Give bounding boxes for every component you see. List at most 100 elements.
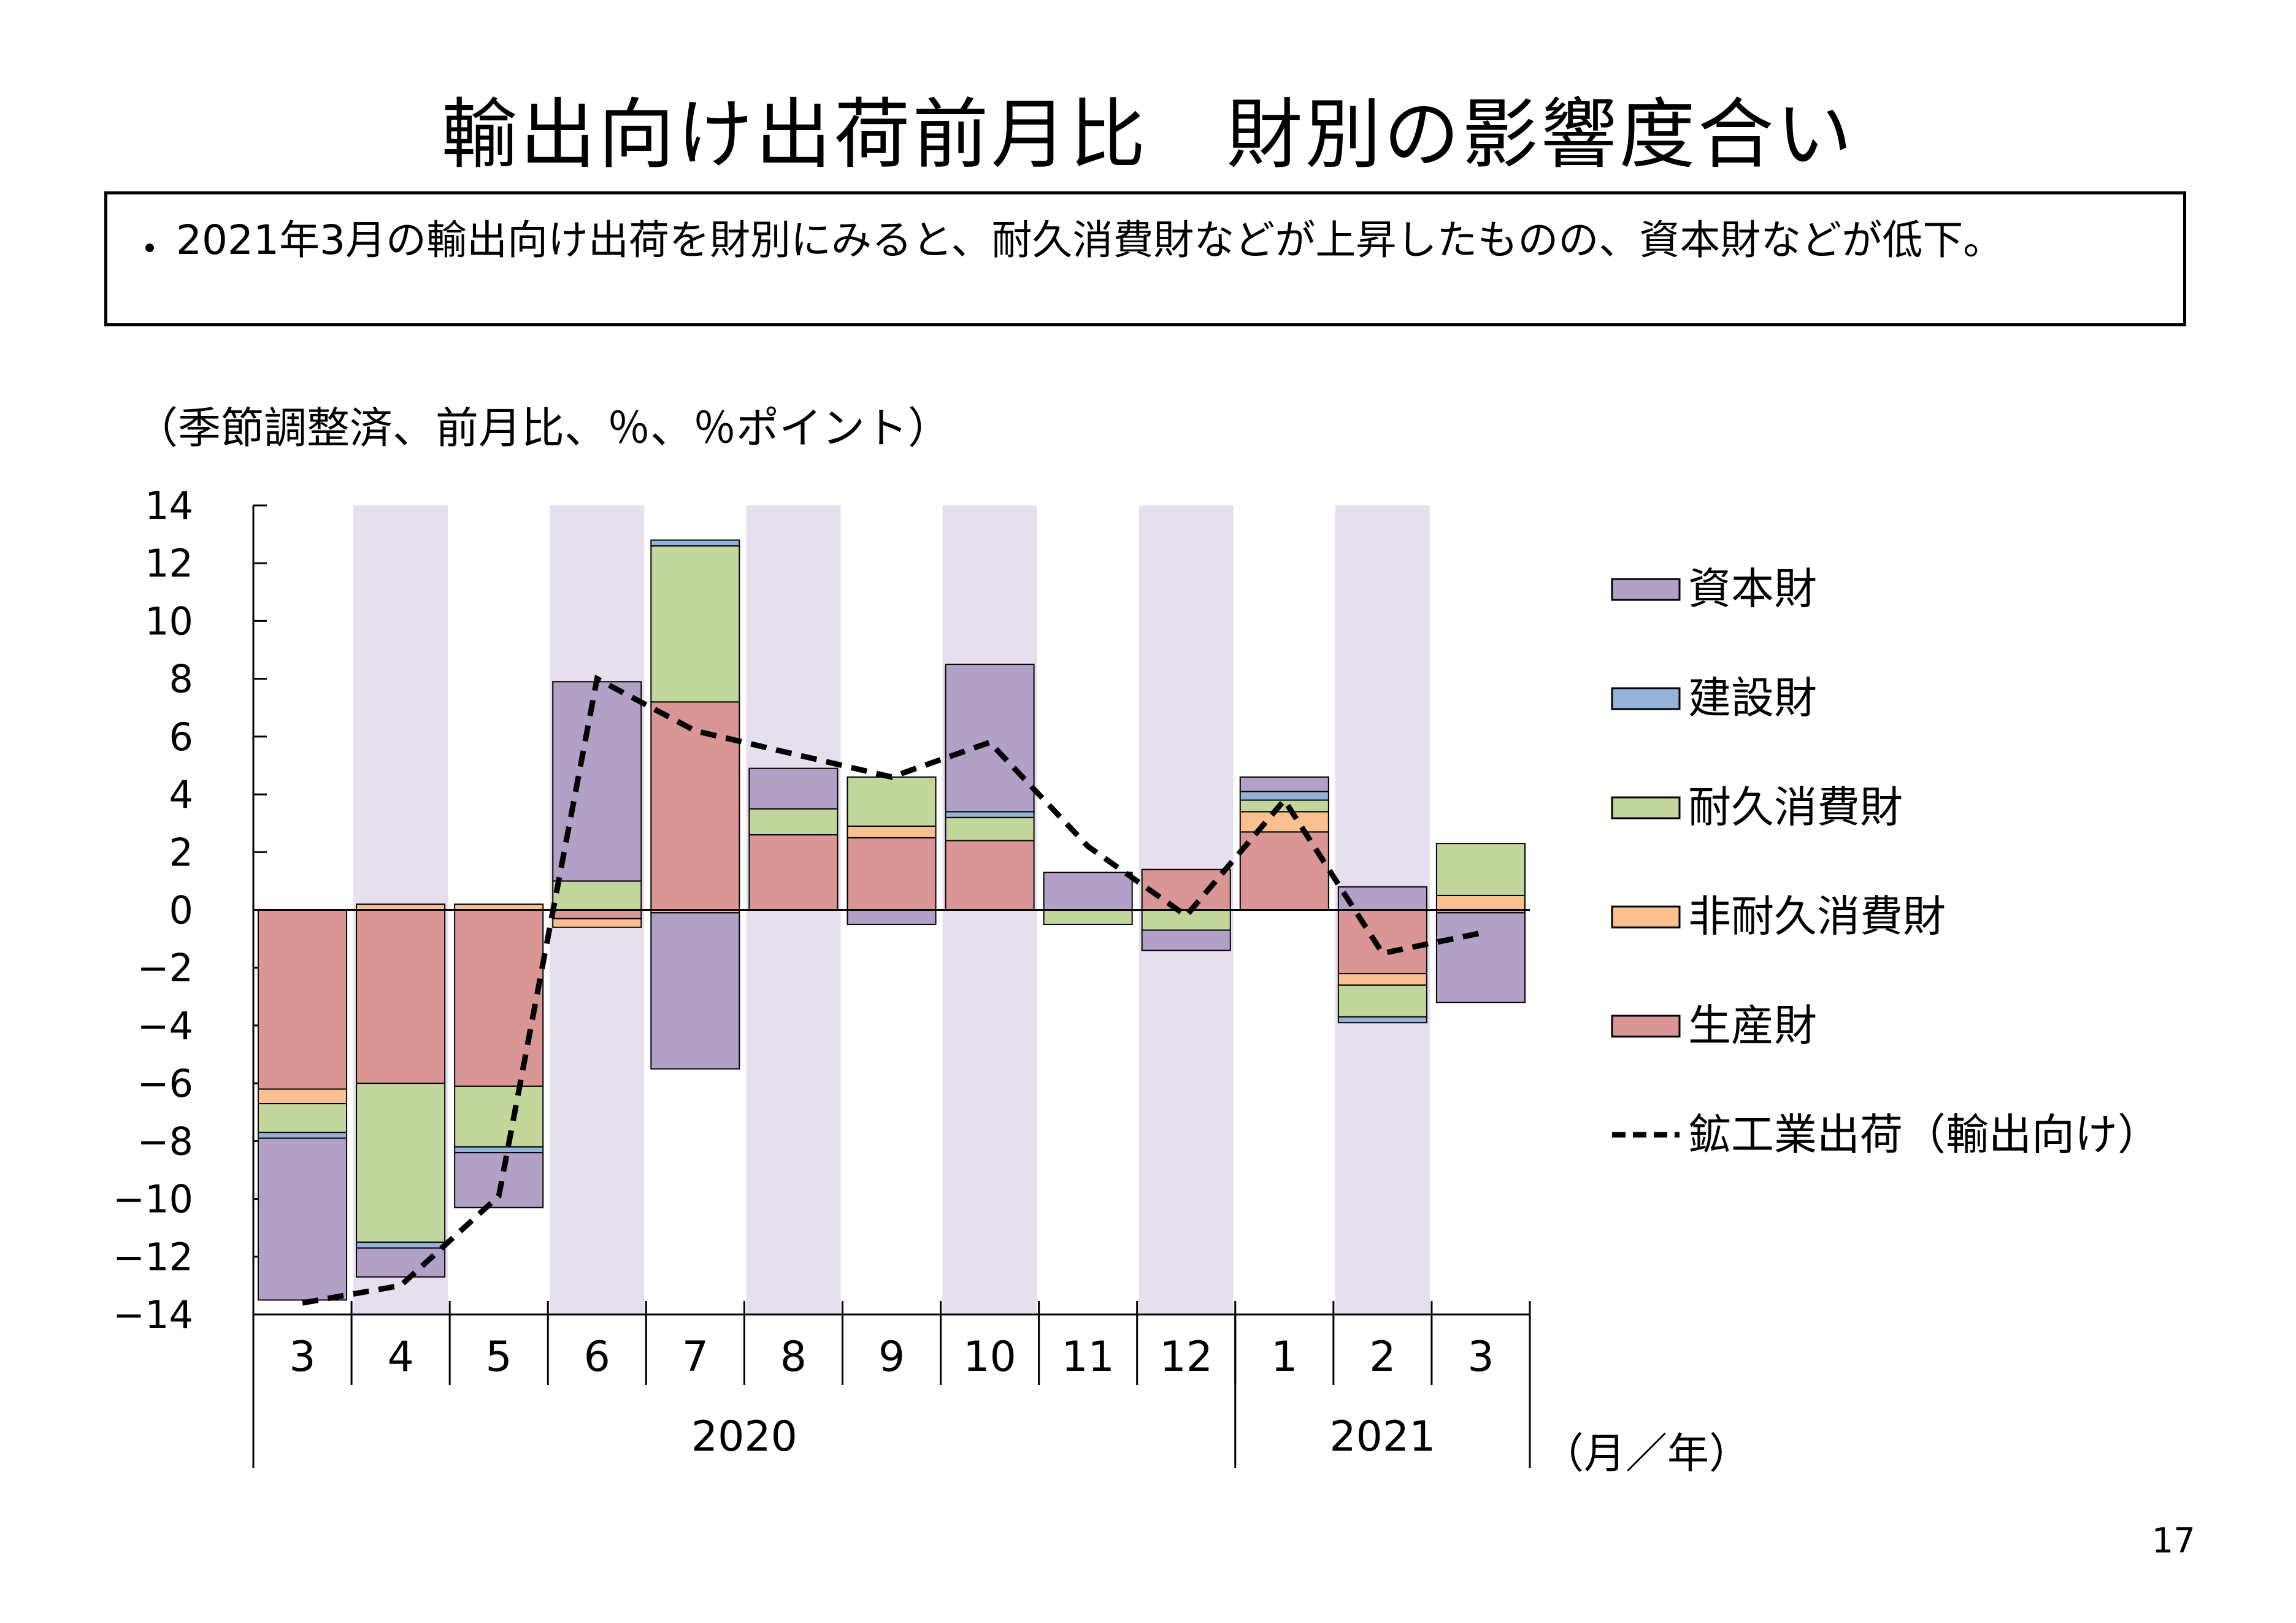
- bar-segment: [1141, 869, 1231, 911]
- bar-segment: [1141, 929, 1231, 951]
- bar-segment: [748, 767, 839, 810]
- bar-segment: [650, 912, 740, 1070]
- bar-segment: [1435, 912, 1526, 1003]
- year-label: 2020: [691, 1413, 797, 1461]
- summary-text: 2021年3月の輸出向け出荷を財別にみると、耐久消費財などが上昇したものの、資本…: [176, 217, 2004, 264]
- x-tick-label: 5: [486, 1333, 512, 1381]
- y-tick-label: 12: [145, 541, 193, 586]
- bar-segment: [650, 539, 740, 547]
- bar-segment: [1435, 894, 1526, 911]
- x-tick-label: 7: [682, 1333, 708, 1381]
- bar-segment: [1337, 1016, 1427, 1024]
- legend-label: 建設財: [1688, 673, 1817, 723]
- bar-segment: [356, 909, 446, 1084]
- bar-segment: [1337, 973, 1427, 986]
- bar-segment: [1435, 843, 1526, 896]
- x-tick-label: 1: [1271, 1333, 1297, 1381]
- bar-segment: [552, 918, 642, 928]
- chart-unit-label: （季節調整済、前月比、％、％ポイント）: [135, 403, 951, 453]
- bar-segment: [847, 909, 937, 926]
- x-tick-label: 4: [387, 1333, 413, 1381]
- x-tick-label: 10: [963, 1333, 1016, 1381]
- line-series: [302, 674, 1481, 1306]
- bar-segment: [1239, 776, 1329, 792]
- bar-segment: [356, 1083, 446, 1243]
- legend-label: 耐久消費財: [1688, 782, 1903, 832]
- x-tick-label: 6: [584, 1333, 610, 1381]
- bar-segment: [945, 811, 1035, 818]
- legend-label: 非耐久消費財: [1688, 891, 1946, 942]
- y-tick-label: 4: [169, 772, 193, 817]
- y-tick-label: −2: [137, 946, 193, 991]
- bar-segment: [356, 1241, 446, 1249]
- bar-segment: [258, 1132, 348, 1139]
- legend-swatch: [1611, 1015, 1681, 1038]
- x-tick-label: 8: [780, 1333, 807, 1381]
- bar-segment: [1337, 886, 1427, 911]
- y-tick-label: −14: [113, 1292, 193, 1337]
- bar-segment: [945, 816, 1035, 842]
- legend-swatch: [1611, 905, 1681, 929]
- x-tick-label: 2: [1369, 1333, 1396, 1381]
- legend-swatch: [1611, 578, 1681, 601]
- bar-segment: [454, 909, 544, 1087]
- y-tick-label: −4: [137, 1003, 193, 1048]
- bar-segment: [847, 776, 937, 827]
- bar-segment: [258, 909, 348, 1090]
- legend-label: 生産財: [1688, 1000, 1817, 1051]
- bar-segment: [945, 664, 1035, 813]
- bar-segment: [552, 681, 642, 882]
- y-tick-label: −8: [137, 1119, 193, 1164]
- y-tick-label: −12: [113, 1235, 193, 1280]
- y-tick-label: 8: [169, 657, 193, 702]
- bar-segment: [552, 909, 642, 919]
- bar-segment: [945, 840, 1035, 911]
- y-tick-label: 14: [145, 483, 193, 528]
- year-label: 2021: [1329, 1413, 1435, 1461]
- legend-label: 資本財: [1688, 564, 1817, 614]
- bar-segment: [1239, 831, 1329, 911]
- bar-segment: [258, 1103, 348, 1134]
- bar-segment: [1141, 909, 1231, 931]
- bar-segment: [847, 825, 937, 838]
- bar-segment: [1043, 909, 1133, 926]
- bar-segment: [1239, 791, 1329, 801]
- bar-segment: [1337, 984, 1427, 1018]
- bar-segment: [454, 1085, 544, 1148]
- x-tick-label: 12: [1159, 1333, 1213, 1381]
- x-tick-label: 11: [1061, 1333, 1115, 1381]
- bar-segment: [454, 1152, 544, 1208]
- y-tick-label: 0: [169, 888, 193, 933]
- bar-segment: [748, 834, 839, 911]
- bar-segment: [454, 1146, 544, 1154]
- bar-segment: [1239, 811, 1329, 833]
- bar-segment: [1043, 872, 1133, 911]
- x-tick-label: 9: [878, 1333, 905, 1381]
- legend-swatch: [1611, 796, 1681, 819]
- page-title: 輸出向け出荷前月比 財別の影響度合い: [441, 91, 1855, 179]
- x-tick-label: 3: [1467, 1333, 1494, 1381]
- legend-swatch: [1611, 687, 1681, 710]
- bar-segment: [552, 880, 642, 911]
- y-tick-label: 2: [169, 830, 193, 875]
- y-tick-label: 10: [145, 599, 193, 643]
- x-tick-label: 3: [289, 1333, 315, 1381]
- bar-segment: [1239, 799, 1329, 813]
- summary-box: ・ 2021年3月の輸出向け出荷を財別にみると、耐久消費財などが上昇したものの、…: [104, 191, 2186, 326]
- legend-label: 鉱工業出荷（輸出向け）: [1688, 1110, 2160, 1160]
- page-number: 17: [2151, 1521, 2195, 1561]
- bar-segment: [356, 1247, 446, 1278]
- bar-segment: [847, 837, 937, 911]
- bar-segment: [748, 808, 839, 836]
- y-tick-label: −6: [137, 1061, 193, 1106]
- summary-bullet: ・: [129, 226, 170, 273]
- bar-segment: [258, 1088, 348, 1105]
- bar-segment: [258, 1137, 348, 1301]
- bar-segment: [650, 701, 740, 911]
- bar-segment: [650, 545, 740, 703]
- bar-segment: [1337, 909, 1427, 975]
- y-tick-label: 6: [169, 715, 193, 759]
- y-tick-label: −10: [113, 1177, 193, 1222]
- x-unit-label: （月／年）: [1542, 1430, 1751, 1478]
